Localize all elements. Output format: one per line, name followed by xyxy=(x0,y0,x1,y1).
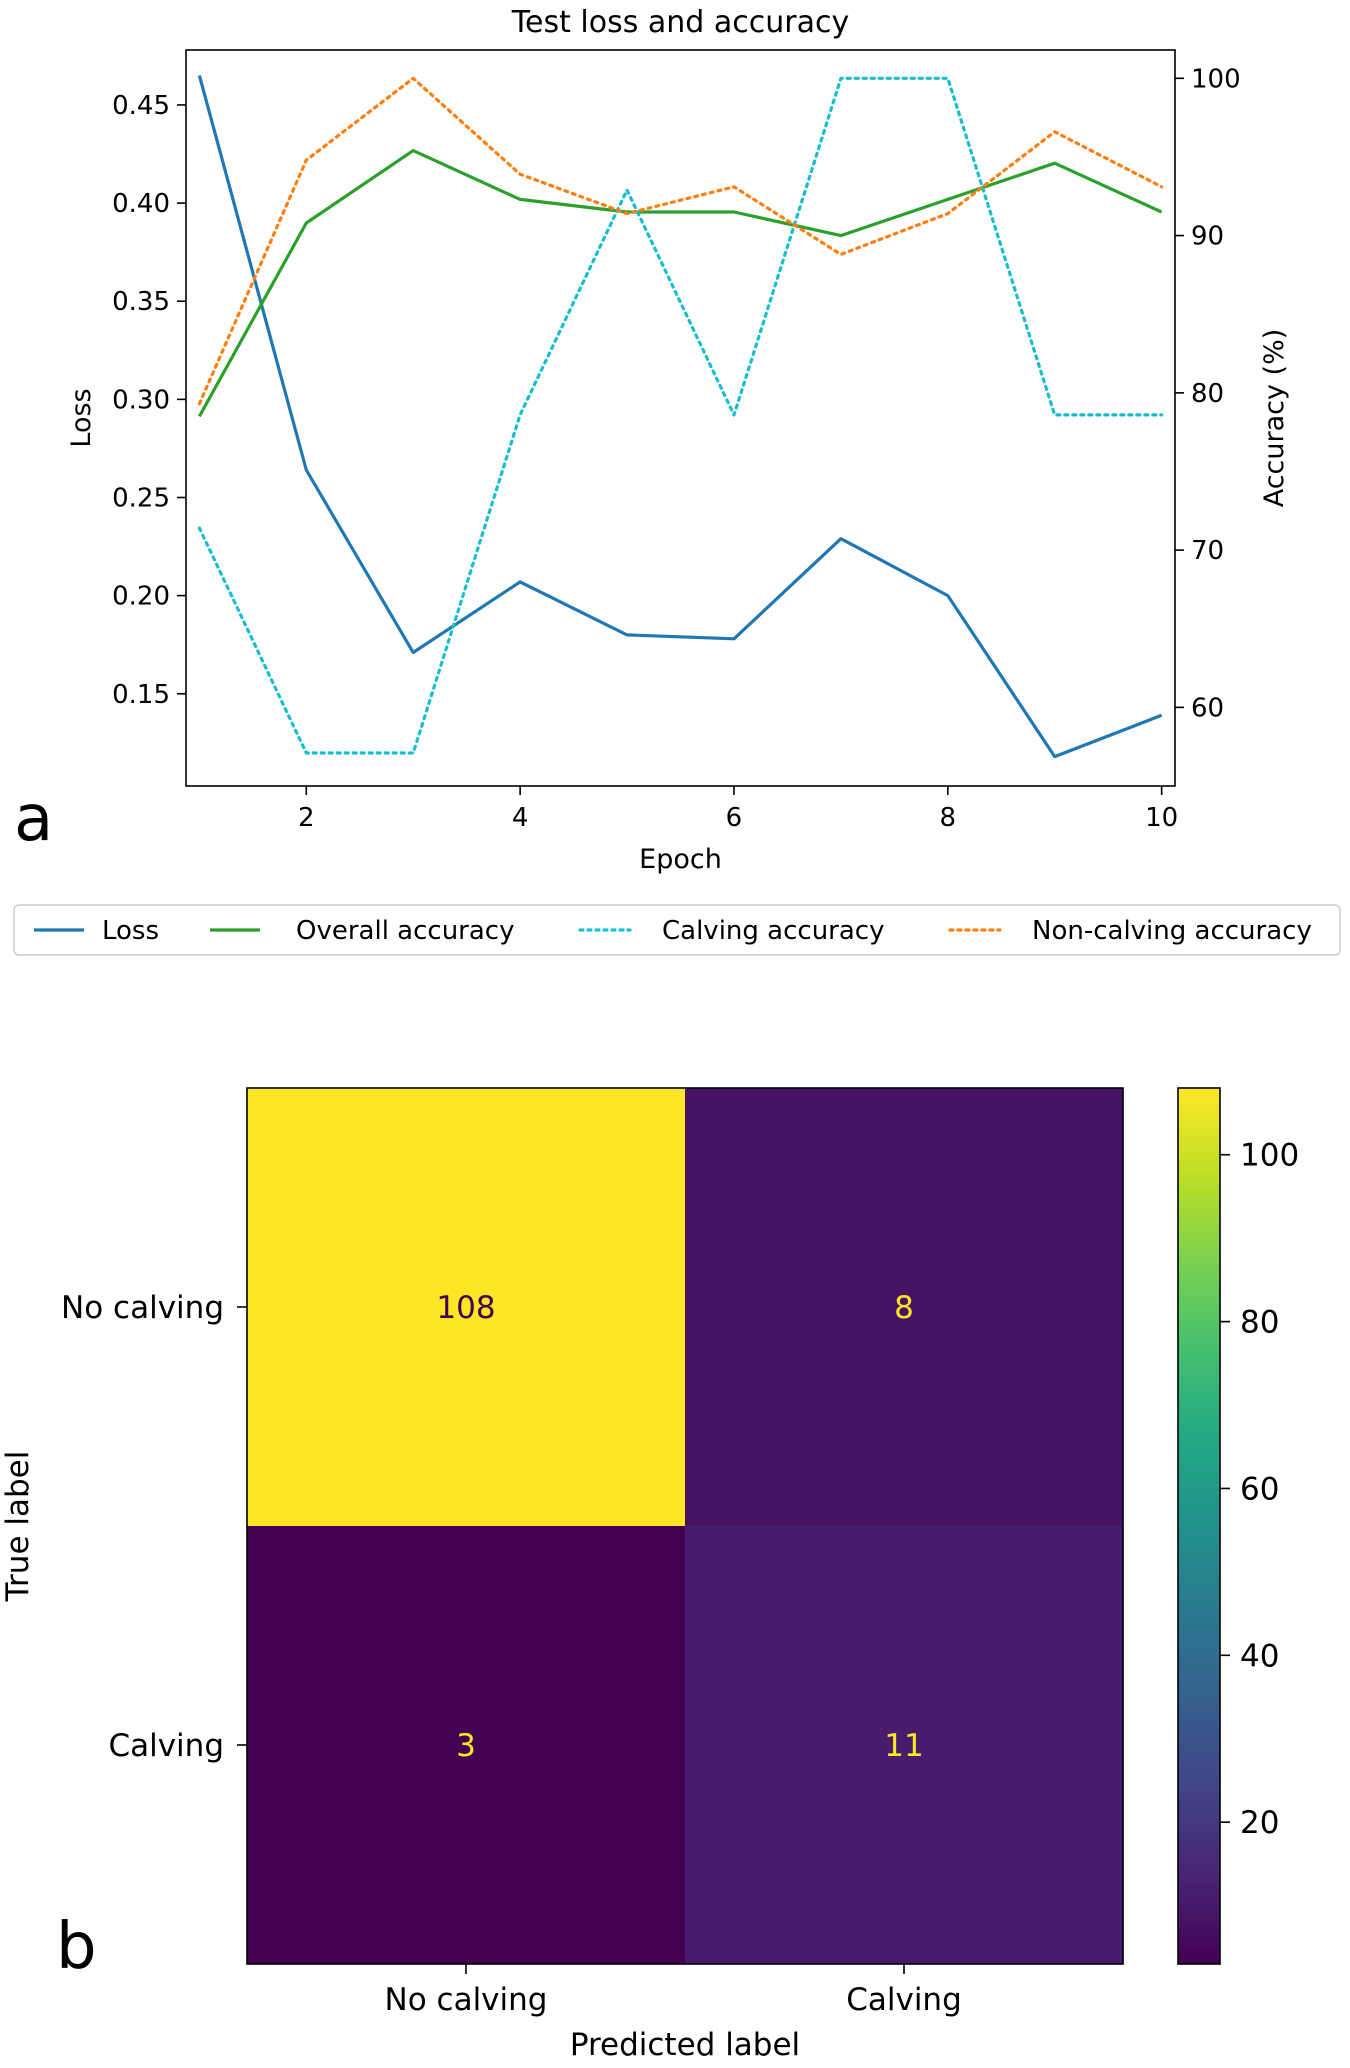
matrix-cell xyxy=(685,1526,1123,1964)
colorbar-tick-label: 40 xyxy=(1240,1638,1279,1674)
y-left-tick-label: 0.15 xyxy=(112,680,170,710)
matrix-cell xyxy=(247,1526,685,1964)
chart-title: Test loss and accuracy xyxy=(511,5,849,40)
colorbar-tick-label: 80 xyxy=(1240,1305,1279,1341)
x-axis-label: Predicted label xyxy=(570,2027,800,2063)
x-tick-label: 6 xyxy=(726,803,743,833)
matrix-cell-value: 3 xyxy=(456,1728,476,1764)
y-left-tick-label: 0.25 xyxy=(112,483,170,513)
y-right-tick-label: 80 xyxy=(1191,379,1224,409)
y-right-tick-label: 60 xyxy=(1191,693,1224,723)
y-left-tick-label: 0.20 xyxy=(112,582,170,612)
legend-label: Loss xyxy=(102,916,159,946)
panel-label-b: b xyxy=(56,1910,97,1984)
series-line-loss xyxy=(197,75,1163,759)
x-axis-label: Epoch xyxy=(639,844,722,875)
matrix-cell xyxy=(685,1088,1123,1526)
y-left-tick-label: 0.30 xyxy=(112,385,170,415)
colorbar xyxy=(1177,1087,1221,1965)
legend: Loss Overall accuracy Calving accuracy Non-… xyxy=(13,904,1341,956)
x-tick-label: 4 xyxy=(512,803,529,833)
x-tick-label: Calving xyxy=(846,1982,962,2018)
colorbar-tick-label: 20 xyxy=(1240,1805,1279,1841)
y-left-axis-label: Loss xyxy=(66,388,97,447)
series-line-calving-accuracy xyxy=(197,76,1164,755)
plot-frame xyxy=(185,49,1176,787)
y-left-tick-label: 0.35 xyxy=(112,287,170,317)
legend-box xyxy=(13,904,1341,956)
matrix-cell-value: 8 xyxy=(894,1290,914,1326)
series-line-overall-accuracy xyxy=(197,149,1163,418)
y-left-tick-label: 0.40 xyxy=(112,189,170,219)
matrix-cell xyxy=(247,1088,685,1526)
legend-label: Calving accuracy xyxy=(662,916,884,946)
panel-b-confusion-matrix: 108 8 3 11 No calving Calving Predicted label N… xyxy=(0,1087,1299,2063)
legend-label: Overall accuracy xyxy=(296,916,515,946)
x-tick-label: No calving xyxy=(385,1982,548,2018)
colorbar-tick-label: 100 xyxy=(1240,1138,1299,1174)
matrix-frame xyxy=(246,1087,1124,1965)
y-right-axis-label: Accuracy (%) xyxy=(1259,329,1290,508)
matrix-cell-value: 11 xyxy=(884,1728,923,1764)
x-tick-label: 10 xyxy=(1145,803,1178,833)
y-right-tick-label: 70 xyxy=(1191,536,1224,566)
colorbar-tick-label: 60 xyxy=(1240,1471,1279,1507)
x-tick-label: 8 xyxy=(940,803,957,833)
series-line-non-calving-accuracy xyxy=(197,76,1164,406)
panel-label-a: a xyxy=(14,782,53,856)
panel-a-line-chart: Test loss and accuracy 2 4 6 8 10 Epoch 0.15 0.2… xyxy=(14,5,1290,875)
y-right-tick-label: 100 xyxy=(1191,64,1241,94)
y-right-tick-label: 90 xyxy=(1191,222,1224,252)
legend-label: Non-calving accuracy xyxy=(1032,916,1312,946)
x-tick-label: 2 xyxy=(298,803,315,833)
y-tick-label: Calving xyxy=(108,1728,224,1764)
y-left-tick-label: 0.45 xyxy=(112,91,170,121)
y-axis-label: True label xyxy=(0,1451,36,1603)
y-tick-label: No calving xyxy=(61,1290,224,1326)
matrix-cell-value: 108 xyxy=(436,1290,495,1326)
